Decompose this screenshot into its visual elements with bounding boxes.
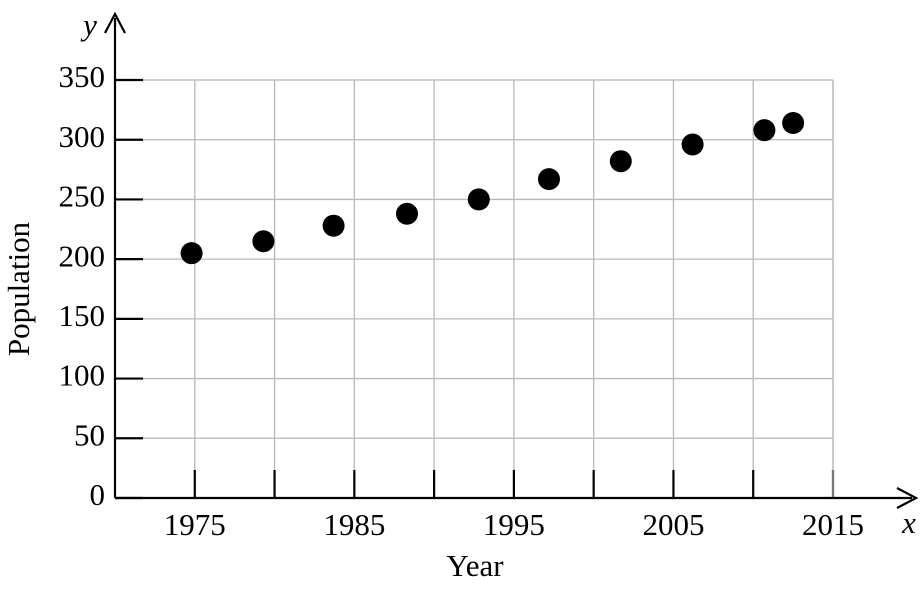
x-tick-label: 2005 [642, 507, 704, 542]
x-arrow [896, 487, 919, 509]
x-tick-label: 2015 [802, 507, 864, 542]
y-tick-label: 0 [90, 477, 106, 512]
x-tick-label: 1995 [483, 507, 545, 542]
point [782, 111, 805, 134]
point [609, 150, 632, 173]
y-tick-label: 50 [74, 417, 105, 452]
point [753, 119, 776, 142]
y-tick-label: 300 [59, 119, 106, 154]
x-axis-label: Year [446, 548, 504, 583]
y-tick-label: 350 [59, 59, 106, 94]
point [681, 133, 704, 156]
y-tick-label: 100 [59, 358, 106, 393]
y-arrow [104, 11, 126, 34]
y-axis-label: Population [1, 221, 36, 356]
y-tick-label: 200 [59, 238, 106, 273]
point [252, 230, 275, 253]
point [395, 202, 418, 225]
y-tick-label: 150 [59, 298, 106, 333]
point [322, 214, 345, 237]
point [467, 188, 490, 211]
point [537, 168, 560, 191]
x-tick-label: 1975 [164, 507, 226, 542]
x-tick-label: 1985 [323, 507, 385, 542]
point [180, 242, 203, 265]
y-symbol: y [80, 7, 97, 42]
y-tick-label: 250 [59, 179, 106, 214]
x-symbol: x [901, 505, 916, 540]
